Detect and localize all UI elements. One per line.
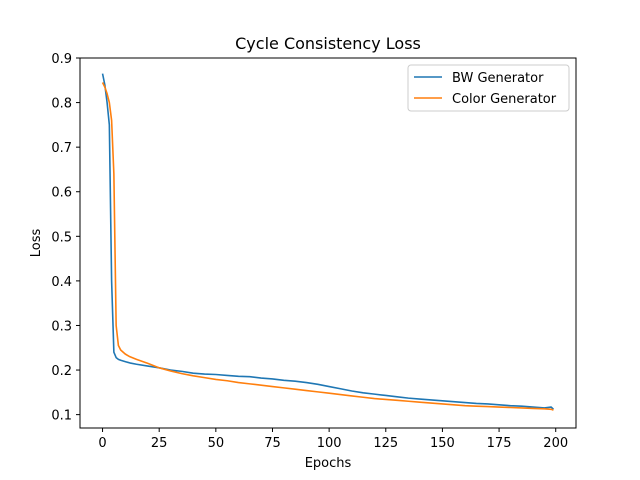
x-tick-label: 200 [543, 436, 568, 451]
x-tick-label: 75 [264, 436, 281, 451]
y-tick-label: 0.4 [51, 275, 72, 290]
legend-label: BW Generator [452, 71, 544, 86]
legend-label: Color Generator [452, 92, 557, 107]
legend: BW Generator Color Generator [407, 64, 570, 112]
x-tick-label: 25 [151, 436, 168, 451]
chart-title: Cycle Consistency Loss [235, 34, 421, 53]
x-axis: 0 25 50 75 100 125 150 175 200 [98, 428, 568, 451]
y-tick-label: 0.7 [51, 141, 72, 156]
series-line-bw-generator [101, 73, 555, 410]
y-tick-label: 0.5 [51, 230, 72, 245]
y-tick-label: 0.8 [51, 97, 72, 112]
x-tick-label: 125 [373, 436, 398, 451]
y-tick-label: 0.3 [51, 319, 72, 334]
series-line-color-generator [101, 82, 554, 411]
y-axis-label: Loss [29, 229, 44, 258]
axes-frame [79, 57, 577, 429]
x-tick-label: 100 [317, 436, 342, 451]
legend-box [407, 64, 570, 112]
y-tick-label: 0.2 [51, 364, 72, 379]
y-tick-label: 0.9 [51, 52, 72, 67]
plot-area [101, 73, 555, 411]
y-tick-label: 0.1 [51, 409, 72, 424]
x-tick-label: 50 [208, 436, 225, 451]
y-tick-label: 0.6 [51, 186, 72, 201]
x-tick-label: 0 [98, 436, 106, 451]
x-tick-label: 175 [487, 436, 512, 451]
y-axis: 0.1 0.2 0.3 0.4 0.5 0.6 0.7 0.8 0.9 [51, 52, 80, 424]
x-tick-label: 150 [430, 436, 455, 451]
x-axis-label: Epochs [305, 456, 352, 471]
